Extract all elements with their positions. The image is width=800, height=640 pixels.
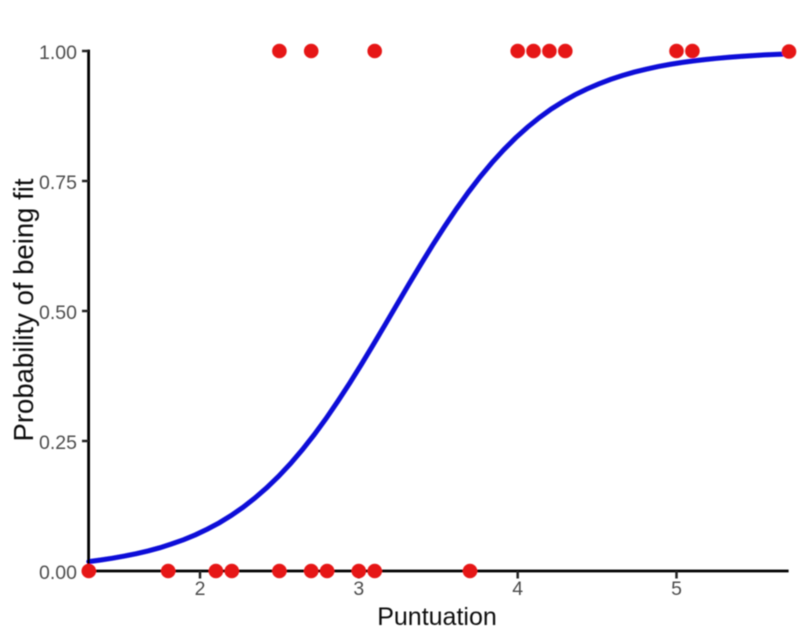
svg-text:5: 5	[671, 578, 682, 600]
svg-text:Puntuation: Puntuation	[377, 603, 497, 631]
svg-text:0.00: 0.00	[39, 562, 77, 584]
svg-text:4: 4	[512, 578, 523, 600]
svg-text:Probability of being fit: Probability of being fit	[8, 178, 39, 441]
svg-text:3: 3	[353, 578, 364, 600]
svg-text:1.00: 1.00	[39, 42, 77, 64]
svg-text:2: 2	[195, 578, 206, 600]
svg-text:0.25: 0.25	[39, 432, 77, 454]
svg-text:0.75: 0.75	[39, 172, 77, 194]
svg-text:0.50: 0.50	[39, 302, 77, 324]
